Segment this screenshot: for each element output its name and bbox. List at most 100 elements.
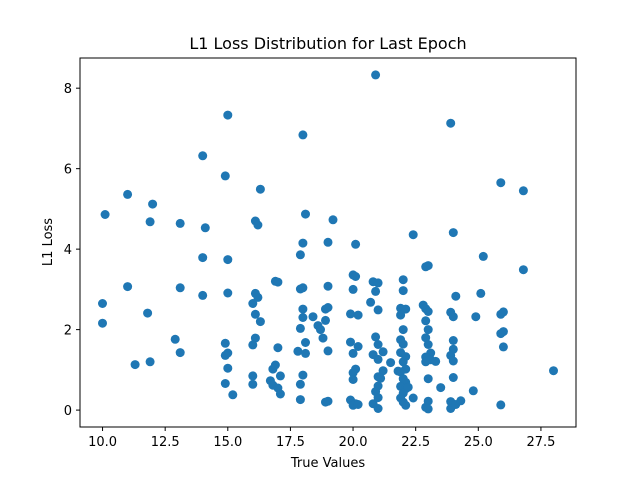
data-point (403, 382, 413, 392)
data-point (275, 389, 285, 399)
data-point (223, 255, 233, 265)
data-point (200, 223, 210, 233)
data-point (386, 358, 396, 368)
data-point (328, 215, 338, 225)
data-point (98, 318, 107, 328)
data-point (451, 291, 461, 301)
data-point (323, 303, 333, 312)
data-point (373, 278, 383, 288)
data-point (198, 290, 208, 300)
data-point (396, 367, 406, 377)
data-point (323, 237, 333, 247)
data-point (273, 343, 283, 353)
data-point (373, 404, 383, 413)
data-point (398, 286, 408, 296)
data-point (273, 277, 283, 287)
data-point (301, 209, 310, 219)
data-point (366, 297, 376, 307)
data-point (248, 340, 258, 350)
data-point (496, 178, 506, 188)
data-point (123, 282, 133, 292)
data-point (220, 338, 230, 348)
y-tick-label: 2 (64, 324, 72, 339)
data-point (421, 357, 431, 367)
y-tick-label: 0 (64, 404, 72, 419)
data-point (250, 309, 260, 319)
data-point (423, 340, 433, 349)
data-point (293, 346, 303, 356)
x-tick-label: 10.0 (88, 435, 117, 450)
data-point (518, 265, 528, 275)
data-point (448, 373, 458, 382)
data-point (298, 130, 308, 140)
data-point (446, 118, 456, 128)
data-point (478, 251, 488, 261)
data-point (308, 312, 318, 322)
data-point (255, 317, 265, 327)
y-tick-label: 8 (64, 82, 72, 97)
data-point (496, 400, 506, 410)
data-point (351, 239, 361, 249)
points-layer (98, 70, 558, 414)
data-point (346, 337, 355, 347)
data-point (371, 332, 381, 342)
data-point (471, 312, 481, 322)
data-point (316, 325, 325, 335)
data-point (496, 309, 506, 319)
x-axis-title: True Values (290, 456, 365, 471)
data-point (423, 404, 433, 414)
data-point (198, 151, 208, 161)
data-point (275, 371, 285, 381)
data-point (130, 360, 140, 370)
data-point (270, 360, 280, 370)
data-point (423, 261, 433, 271)
data-point (373, 305, 383, 315)
data-point (401, 400, 411, 410)
x-axis: 10.0 12.5 15.0 17.5 20.0 22.5 25.0 27.5 (88, 427, 555, 450)
x-tick-label: 27.5 (526, 435, 555, 450)
data-point (250, 333, 260, 343)
data-point (421, 333, 431, 343)
data-point (423, 307, 433, 316)
data-point (220, 379, 230, 388)
x-tick-label: 20.0 (339, 435, 368, 450)
data-point (175, 283, 185, 293)
data-point (496, 329, 506, 339)
data-point (348, 348, 358, 358)
data-point (223, 288, 233, 298)
data-point (123, 189, 133, 199)
data-point (423, 374, 433, 384)
data-point (295, 379, 305, 389)
plot-frame (79, 57, 577, 428)
x-tick-label: 25.0 (464, 435, 493, 450)
data-point (298, 313, 308, 322)
data-point (298, 238, 308, 248)
data-point (228, 390, 238, 400)
data-point (321, 315, 330, 325)
data-point (323, 281, 333, 291)
x-tick-label: 22.5 (401, 435, 430, 450)
chart-title: L1 Loss Distribution for Last Epoch (189, 34, 466, 53)
data-point (373, 393, 383, 403)
data-point (398, 275, 408, 285)
data-point (253, 220, 263, 230)
data-point (353, 310, 363, 320)
data-point (253, 292, 263, 302)
data-point (198, 253, 208, 263)
data-point (436, 383, 446, 393)
data-point (448, 356, 458, 366)
data-point (378, 366, 388, 376)
y-tick-label: 6 (64, 163, 72, 178)
data-point (421, 316, 431, 326)
data-point (148, 199, 158, 209)
data-point (323, 396, 333, 406)
data-point (476, 288, 486, 298)
data-point (498, 342, 508, 352)
data-point (398, 339, 408, 349)
data-point (371, 70, 381, 80)
data-point (98, 299, 107, 308)
data-point (220, 171, 230, 181)
data-point (143, 308, 153, 318)
data-point (220, 350, 230, 360)
